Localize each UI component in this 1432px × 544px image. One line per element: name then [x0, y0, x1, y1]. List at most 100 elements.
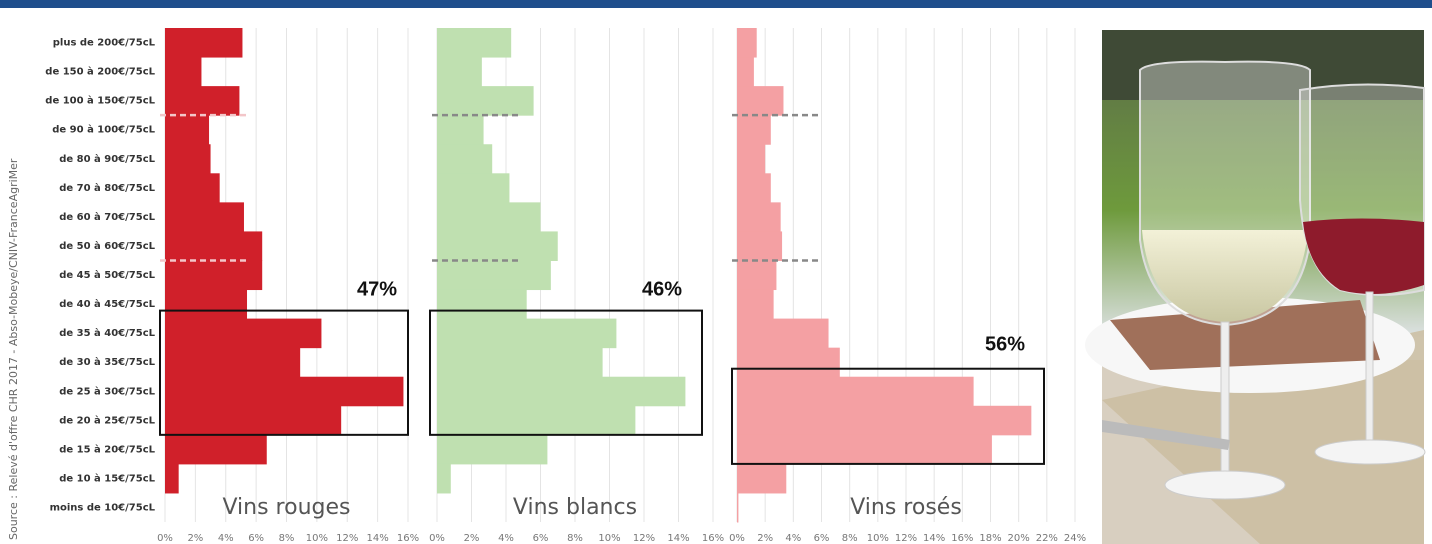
- x-tick-label: 16%: [951, 533, 973, 544]
- bar: [437, 202, 541, 232]
- bar: [437, 406, 635, 436]
- bar: [165, 57, 201, 87]
- annotation: 46%: [642, 278, 682, 300]
- bar: [737, 319, 829, 349]
- bar: [437, 435, 547, 465]
- bar: [737, 464, 786, 494]
- bar: [437, 173, 509, 203]
- annotation: 56%: [985, 333, 1025, 355]
- x-tick-label: 2%: [187, 533, 203, 544]
- annotation: 47%: [357, 278, 397, 300]
- bar: [165, 435, 267, 465]
- bar: [737, 173, 771, 203]
- top-bar: [0, 0, 1432, 8]
- bar: [437, 290, 527, 320]
- category-label: de 35 à 40€/75cL: [59, 327, 155, 339]
- x-tick-label: 0%: [429, 533, 445, 544]
- x-tick-label: 22%: [1036, 533, 1058, 544]
- bar: [165, 260, 262, 290]
- x-tick-label: 14%: [367, 533, 389, 544]
- x-tick-label: 6%: [248, 533, 264, 544]
- x-tick-label: 2%: [757, 533, 773, 544]
- category-label: de 20 à 25€/75cL: [59, 414, 155, 426]
- bar: [437, 28, 511, 58]
- x-tick-label: 6%: [533, 533, 549, 544]
- category-label: moins de 10€/75cL: [50, 502, 156, 513]
- bar: [437, 231, 558, 261]
- category-label: de 45 à 50€/75cL: [59, 269, 155, 281]
- bar: [437, 464, 451, 494]
- category-label: de 150 à 200€/75cL: [45, 66, 155, 78]
- bar: [737, 377, 974, 407]
- x-tick-label: 8%: [567, 533, 583, 544]
- bar: [437, 57, 482, 87]
- x-tick-label: 2%: [464, 533, 480, 544]
- x-tick-label: 0%: [157, 533, 173, 544]
- category-label: de 100 à 150€/75cL: [45, 95, 155, 107]
- category-label: de 15 à 20€/75cL: [59, 443, 155, 455]
- category-label: de 70 à 80€/75cL: [59, 182, 155, 194]
- x-tick-label: 14%: [667, 533, 689, 544]
- bar: [737, 435, 992, 465]
- panel-title: Vins rouges: [222, 495, 350, 520]
- bar: [165, 319, 321, 349]
- bar: [165, 406, 341, 436]
- bar: [437, 377, 685, 407]
- bar: [737, 28, 757, 58]
- bar: [737, 348, 840, 378]
- bar: [165, 290, 247, 320]
- bar: [165, 348, 300, 378]
- bar: [165, 115, 209, 145]
- category-label: de 60 à 70€/75cL: [59, 211, 155, 223]
- bar: [165, 86, 239, 116]
- bar: [737, 57, 754, 87]
- bar: [737, 260, 776, 290]
- x-tick-label: 10%: [867, 533, 889, 544]
- x-tick-label: 18%: [979, 533, 1001, 544]
- category-label: de 50 à 60€/75cL: [59, 240, 155, 252]
- category-label: de 25 à 30€/75cL: [59, 385, 155, 397]
- bar: [737, 231, 782, 261]
- bar: [165, 377, 403, 407]
- bar: [437, 348, 603, 378]
- x-tick-label: 4%: [785, 533, 801, 544]
- x-tick-label: 16%: [702, 533, 724, 544]
- bar: [737, 86, 783, 116]
- x-tick-label: 6%: [814, 533, 830, 544]
- x-tick-label: 4%: [498, 533, 514, 544]
- bar: [165, 28, 242, 58]
- bar: [737, 202, 781, 232]
- bar: [165, 231, 262, 261]
- bar: [737, 115, 771, 145]
- x-tick-label: 10%: [306, 533, 328, 544]
- x-tick-label: 12%: [895, 533, 917, 544]
- photo: [1085, 30, 1425, 544]
- x-tick-label: 10%: [598, 533, 620, 544]
- bar: [437, 260, 551, 290]
- panel-title: Vins rosés: [850, 495, 962, 520]
- bar: [737, 493, 738, 523]
- category-label: plus de 200€/75cL: [53, 38, 156, 49]
- bar: [437, 115, 484, 145]
- bar: [165, 144, 211, 174]
- panel-title: Vins blancs: [513, 495, 637, 520]
- bar: [737, 144, 765, 174]
- bar: [437, 319, 616, 349]
- chart: Source : Relevé d'offre CHR 2017 - Abso-…: [0, 0, 1432, 544]
- bar: [165, 173, 220, 203]
- x-tick-label: 12%: [633, 533, 655, 544]
- bar: [165, 202, 244, 232]
- x-tick-label: 8%: [842, 533, 858, 544]
- x-tick-label: 16%: [397, 533, 419, 544]
- bar: [165, 464, 179, 494]
- category-label: de 30 à 35€/75cL: [59, 356, 155, 368]
- category-label: de 40 à 45€/75cL: [59, 298, 155, 310]
- x-tick-label: 0%: [729, 533, 745, 544]
- bar: [437, 144, 492, 174]
- bar: [737, 406, 1031, 436]
- x-tick-label: 4%: [218, 533, 234, 544]
- source: Source : Relevé d'offre CHR 2017 - Abso-…: [7, 158, 20, 540]
- x-tick-label: 12%: [336, 533, 358, 544]
- x-tick-label: 24%: [1064, 533, 1086, 544]
- x-tick-label: 20%: [1008, 533, 1030, 544]
